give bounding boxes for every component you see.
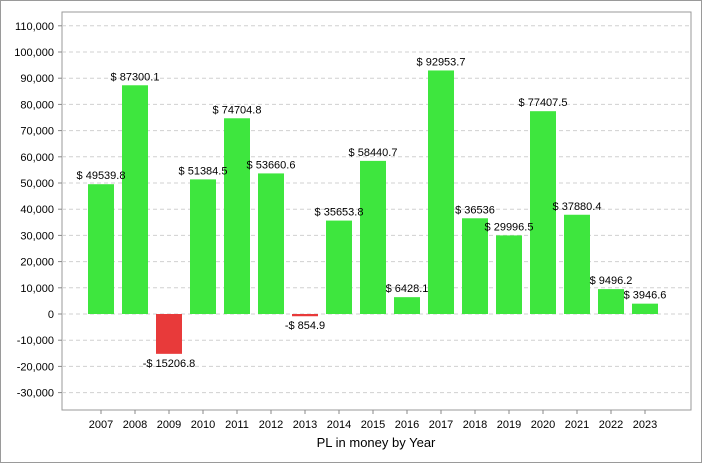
bar-2012 <box>258 173 284 314</box>
x-tick-label-2007: 2007 <box>89 419 113 431</box>
x-axis-ticks: 2007 2008 2009 2010 2011 2012 2013 2014 2015 2016… <box>89 410 657 431</box>
x-tick-label-2018: 2018 <box>463 419 487 431</box>
bar-2014 <box>326 220 352 314</box>
data-label-2012: $ 53660.6 <box>247 159 296 171</box>
y-tick-label: 0 <box>48 309 54 321</box>
data-label-2017: $ 92953.7 <box>417 56 466 68</box>
y-tick-label: 60,000 <box>20 152 54 164</box>
bar-2011 <box>224 118 250 314</box>
data-label-2008: $ 87300.1 <box>111 71 160 83</box>
bar-2016 <box>394 297 420 314</box>
y-tick-label: 100,000 <box>14 47 54 59</box>
data-label-2023: $ 3946.6 <box>624 290 667 302</box>
y-axis-ticks: -30,000 -20,000 -10,000 0 10,000 20,000 30,000… <box>14 21 62 400</box>
plot-area-border <box>61 11 692 411</box>
x-tick-label-2015: 2015 <box>361 419 385 431</box>
x-tick-label-2022: 2022 <box>599 419 623 431</box>
data-label-2019: $ 29996.5 <box>485 221 534 233</box>
bar-2015 <box>360 160 386 314</box>
data-label-2009: -$ 15206.8 <box>143 358 196 370</box>
data-label-2010: $ 51384.5 <box>179 165 228 177</box>
x-tick-label-2019: 2019 <box>497 419 521 431</box>
x-tick-label-2008: 2008 <box>123 419 147 431</box>
x-tick-label-2021: 2021 <box>565 419 589 431</box>
bar-2010 <box>190 179 216 314</box>
data-label-2021: $ 37880.4 <box>553 201 602 213</box>
x-axis-title: PL in money by Year <box>317 435 436 450</box>
y-tick-label: 50,000 <box>20 178 54 190</box>
bar-2008 <box>122 85 148 314</box>
x-tick-label-2009: 2009 <box>157 419 181 431</box>
x-tick-label-2016: 2016 <box>395 419 419 431</box>
data-label-2022: $ 9496.2 <box>590 275 633 287</box>
y-tick-label: -20,000 <box>17 361 54 373</box>
y-tick-label: -30,000 <box>17 388 54 400</box>
x-tick-label-2017: 2017 <box>429 419 453 431</box>
bar-2018 <box>462 218 488 314</box>
x-tick-label-2010: 2010 <box>191 419 215 431</box>
y-tick-label: 20,000 <box>20 257 54 269</box>
bar-2013 <box>292 314 318 317</box>
data-label-2018: $ 36536 <box>455 204 495 216</box>
data-label-2015: $ 58440.7 <box>349 147 398 159</box>
bars <box>88 70 658 354</box>
bar-2017 <box>428 70 454 314</box>
bar-2022 <box>598 289 624 314</box>
bar-2021 <box>564 214 590 314</box>
y-tick-label: 10,000 <box>20 283 54 295</box>
y-tick-label: 70,000 <box>20 126 54 138</box>
x-tick-label-2013: 2013 <box>293 419 317 431</box>
y-tick-label: 40,000 <box>20 204 54 216</box>
x-tick-label-2023: 2023 <box>633 419 657 431</box>
y-tick-label: 30,000 <box>20 230 54 242</box>
data-label-2014: $ 35653.8 <box>315 207 364 219</box>
bar-2007 <box>88 184 114 314</box>
data-label-2011: $ 74704.8 <box>213 104 262 116</box>
data-label-2007: $ 49539.8 <box>77 170 126 182</box>
y-tick-label: 90,000 <box>20 73 54 85</box>
y-tick-label: 110,000 <box>15 21 54 33</box>
bar-2019 <box>496 235 522 314</box>
x-tick-label-2014: 2014 <box>327 419 351 431</box>
y-tick-label: 80,000 <box>20 99 54 111</box>
bar-2009 <box>156 314 182 354</box>
data-label-2013: -$ 854.9 <box>285 320 325 332</box>
bar-2023 <box>632 303 658 314</box>
y-tick-label: -10,000 <box>17 335 54 347</box>
bar-2020 <box>530 111 556 314</box>
x-tick-label-2020: 2020 <box>531 419 555 431</box>
x-tick-label-2012: 2012 <box>259 419 283 431</box>
data-label-2020: $ 77407.5 <box>519 97 568 109</box>
x-tick-label-2011: 2011 <box>225 419 249 431</box>
data-labels: $ 49539.8 $ 87300.1 -$ 15206.8 $ 51384.5 $ 7… <box>77 56 667 369</box>
data-label-2016: $ 6428.1 <box>386 283 429 295</box>
